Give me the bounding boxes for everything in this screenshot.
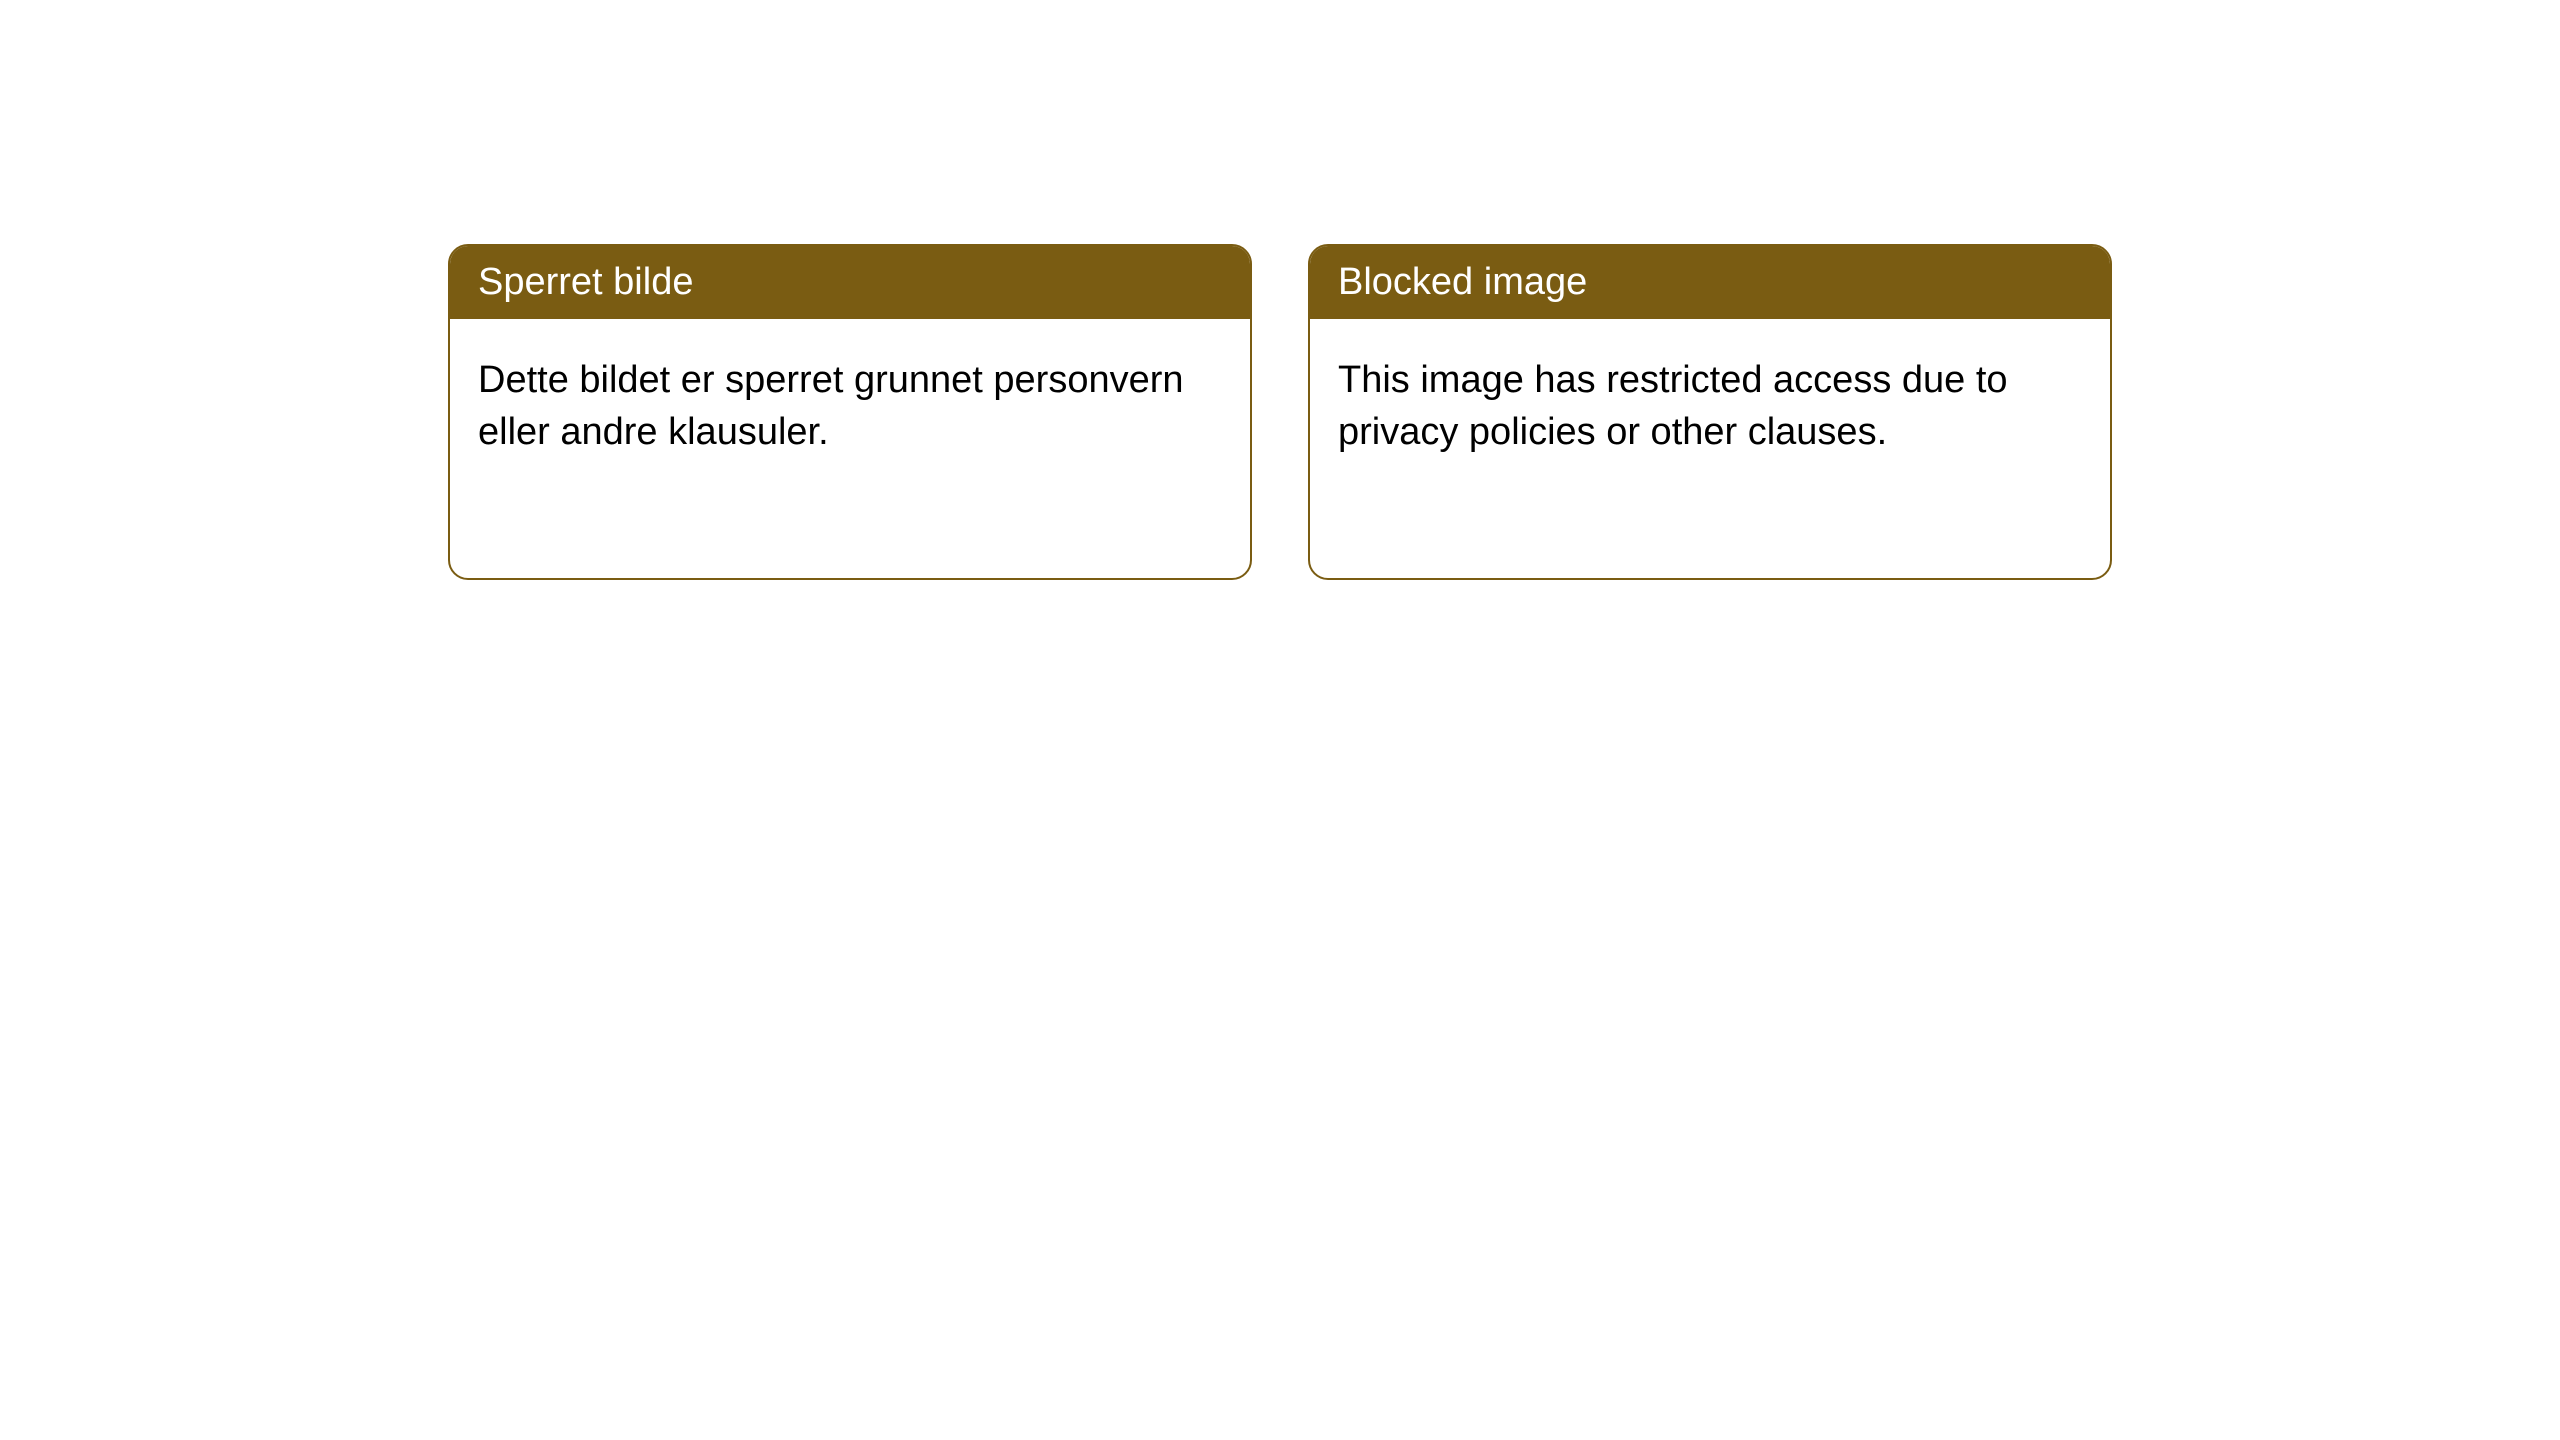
card-title: Blocked image: [1338, 261, 1587, 303]
notice-card-norwegian: Sperret bilde Dette bildet er sperret gr…: [448, 244, 1252, 580]
card-body: Dette bildet er sperret grunnet personve…: [450, 319, 1250, 494]
notice-cards-container: Sperret bilde Dette bildet er sperret gr…: [448, 244, 2112, 580]
notice-card-english: Blocked image This image has restricted …: [1308, 244, 2112, 580]
card-body: This image has restricted access due to …: [1310, 319, 2110, 494]
card-message: This image has restricted access due to …: [1338, 359, 2008, 452]
card-title: Sperret bilde: [478, 261, 693, 303]
card-header: Blocked image: [1310, 246, 2110, 319]
card-message: Dette bildet er sperret grunnet personve…: [478, 359, 1184, 452]
card-header: Sperret bilde: [450, 246, 1250, 319]
